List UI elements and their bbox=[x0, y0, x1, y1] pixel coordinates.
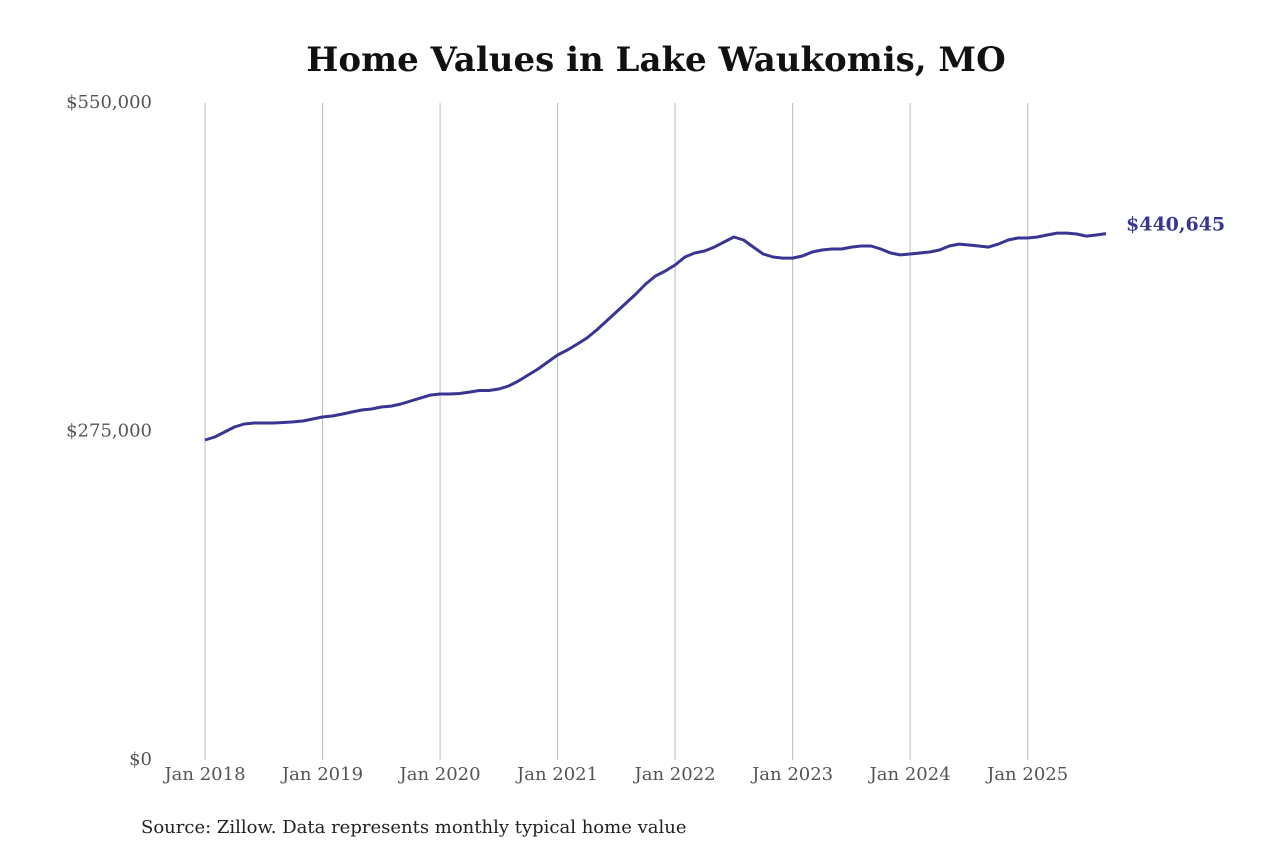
x-tick-label: Jan 2018 bbox=[162, 764, 245, 785]
x-tick-label: Jan 2020 bbox=[398, 764, 481, 785]
line-series bbox=[204, 231, 1107, 442]
y-tick-label: $0 bbox=[129, 749, 152, 770]
x-tick-label: Jan 2021 bbox=[515, 764, 598, 785]
y-tick-label: $275,000 bbox=[66, 421, 152, 442]
x-tick-label: Jan 2022 bbox=[633, 764, 716, 785]
x-tick-label: Jan 2025 bbox=[985, 764, 1068, 785]
value-label: $440,645 bbox=[1126, 214, 1225, 236]
x-tick-label: Jan 2024 bbox=[868, 764, 951, 785]
chart-title: Home Values in Lake Waukomis, MO bbox=[306, 40, 1005, 80]
y-tick-label: $550,000 bbox=[66, 92, 152, 113]
source-note: Source: Zillow. Data represents monthly … bbox=[141, 817, 687, 838]
x-tick-label: Jan 2019 bbox=[280, 764, 363, 785]
x-tick-label: Jan 2023 bbox=[750, 764, 833, 785]
